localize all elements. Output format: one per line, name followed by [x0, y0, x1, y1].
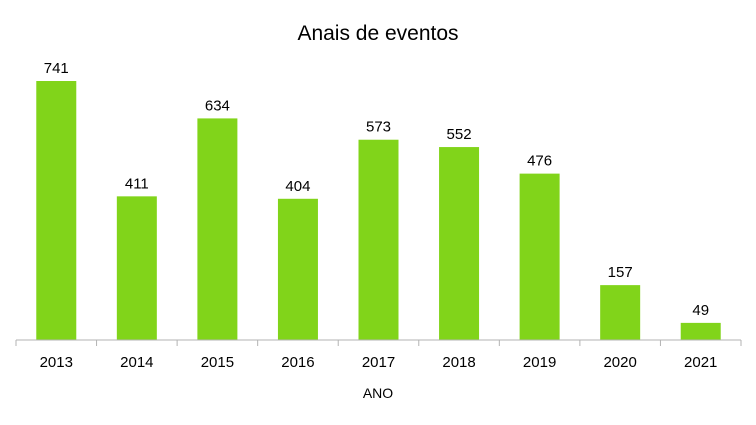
data-label-2015: 634	[205, 97, 230, 114]
tick-label-2013: 2013	[40, 354, 73, 371]
tick-label-2014: 2014	[120, 354, 153, 371]
tick-label-2016: 2016	[281, 354, 314, 371]
bar-2021	[680, 322, 721, 340]
tick-label-2021: 2021	[684, 354, 717, 371]
bar-2017	[358, 139, 399, 340]
data-label-2017: 573	[366, 119, 391, 136]
tick-label-2015: 2015	[201, 354, 234, 371]
tick-label-2017: 2017	[362, 354, 395, 371]
bar-2014	[116, 196, 157, 340]
tick-label-2019: 2019	[523, 354, 556, 371]
x-axis-label: ANO	[363, 385, 393, 401]
bar-2020	[600, 285, 641, 340]
tick-label-2020: 2020	[603, 354, 636, 371]
bar-2018	[439, 147, 480, 340]
data-labels-group: 741 411 634 404 573 552 476 157 49	[44, 60, 709, 319]
data-label-2019: 476	[527, 153, 552, 170]
data-label-2018: 552	[447, 126, 472, 143]
chart-title: Anais de eventos	[297, 22, 458, 45]
data-label-2020: 157	[608, 264, 633, 281]
bar-2019	[519, 173, 560, 340]
data-label-2016: 404	[285, 178, 310, 195]
tick-label-2018: 2018	[442, 354, 475, 371]
data-label-2014: 411	[125, 175, 149, 192]
x-axis-tick-labels: 2013 2014 2015 2016 2017 2018 2019 2020 2021	[40, 354, 718, 371]
data-label-2013: 741	[44, 60, 69, 77]
data-label-2021: 49	[692, 302, 709, 319]
bars-group	[36, 81, 721, 340]
bar-2013	[36, 81, 77, 340]
x-axis-ticks	[15, 340, 742, 346]
bar-2016	[277, 198, 318, 340]
bar-2015	[197, 118, 238, 340]
